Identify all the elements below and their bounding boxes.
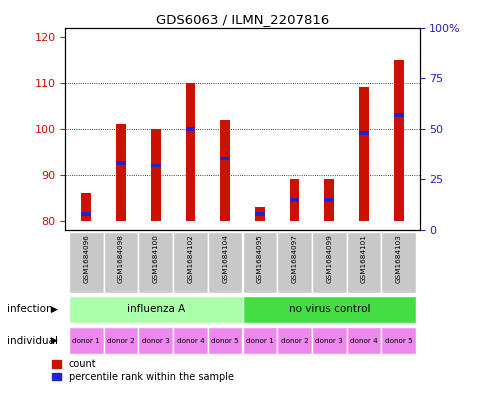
Bar [81, 193, 91, 221]
Text: influenza A: influenza A [126, 305, 184, 314]
Text: GSM1684095: GSM1684095 [257, 234, 262, 283]
FancyBboxPatch shape [380, 327, 415, 354]
FancyBboxPatch shape [380, 232, 415, 293]
Text: donor 2: donor 2 [107, 338, 135, 343]
Text: individual: individual [7, 336, 58, 346]
FancyBboxPatch shape [69, 296, 242, 323]
Text: donor 3: donor 3 [315, 338, 343, 343]
FancyBboxPatch shape [69, 232, 104, 293]
Bar [116, 124, 126, 221]
Bar [289, 179, 299, 221]
Text: infection: infection [7, 304, 53, 314]
FancyBboxPatch shape [104, 232, 138, 293]
Bar [289, 198, 299, 202]
FancyBboxPatch shape [242, 296, 415, 323]
Bar [185, 83, 195, 221]
Text: GSM1684100: GSM1684100 [152, 234, 158, 283]
Bar [358, 87, 368, 221]
Bar [220, 157, 229, 160]
FancyBboxPatch shape [346, 327, 380, 354]
Text: donor 4: donor 4 [349, 338, 377, 343]
Text: GSM1684096: GSM1684096 [83, 234, 89, 283]
Bar [393, 60, 403, 221]
Bar [116, 162, 126, 165]
FancyBboxPatch shape [311, 327, 346, 354]
Bar [151, 129, 160, 221]
Bar [220, 119, 229, 221]
Bar [324, 198, 333, 202]
Bar [393, 113, 403, 117]
Text: donor 3: donor 3 [141, 338, 169, 343]
Text: GSM1684103: GSM1684103 [395, 234, 401, 283]
Text: GSM1684098: GSM1684098 [118, 234, 124, 283]
FancyBboxPatch shape [277, 232, 311, 293]
Text: GSM1684099: GSM1684099 [326, 234, 332, 283]
Bar [255, 207, 264, 221]
FancyBboxPatch shape [173, 327, 207, 354]
Text: GSM1684104: GSM1684104 [222, 234, 227, 283]
Text: donor 1: donor 1 [245, 338, 273, 343]
Text: ▶: ▶ [51, 305, 58, 314]
Bar [185, 127, 195, 130]
FancyBboxPatch shape [138, 232, 173, 293]
Title: GDS6063 / ILMN_2207816: GDS6063 / ILMN_2207816 [155, 13, 329, 26]
Text: donor 1: donor 1 [72, 338, 100, 343]
FancyBboxPatch shape [208, 327, 242, 354]
Text: donor 4: donor 4 [176, 338, 204, 343]
Text: donor 2: donor 2 [280, 338, 308, 343]
Bar [324, 179, 333, 221]
Text: ▶: ▶ [51, 336, 58, 345]
FancyBboxPatch shape [104, 327, 138, 354]
Bar [358, 132, 368, 135]
FancyBboxPatch shape [173, 232, 207, 293]
Text: GSM1684097: GSM1684097 [291, 234, 297, 283]
Text: GSM1684102: GSM1684102 [187, 234, 193, 283]
FancyBboxPatch shape [69, 327, 104, 354]
Bar [81, 212, 91, 216]
Text: donor 5: donor 5 [384, 338, 412, 343]
Text: GSM1684101: GSM1684101 [360, 234, 366, 283]
Text: no virus control: no virus control [288, 305, 369, 314]
Text: donor 5: donor 5 [211, 338, 239, 343]
FancyBboxPatch shape [277, 327, 311, 354]
Bar [255, 212, 264, 216]
FancyBboxPatch shape [346, 232, 380, 293]
FancyBboxPatch shape [242, 232, 276, 293]
Bar [151, 163, 160, 167]
FancyBboxPatch shape [208, 232, 242, 293]
FancyBboxPatch shape [242, 327, 276, 354]
FancyBboxPatch shape [138, 327, 173, 354]
FancyBboxPatch shape [311, 232, 346, 293]
Legend: count, percentile rank within the sample: count, percentile rank within the sample [48, 356, 237, 386]
